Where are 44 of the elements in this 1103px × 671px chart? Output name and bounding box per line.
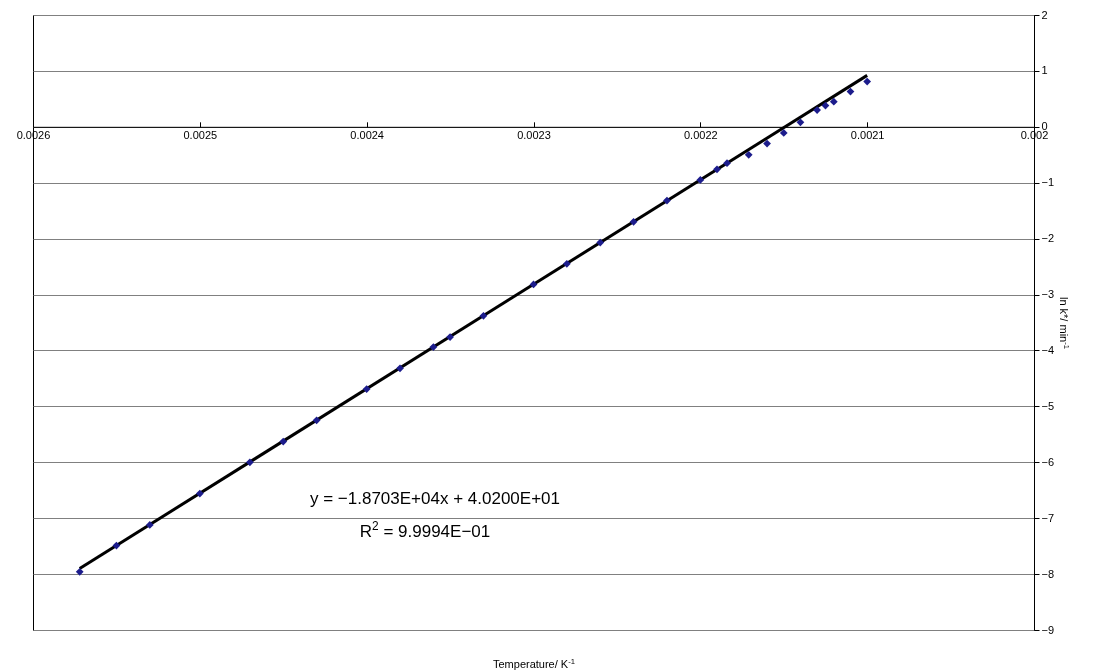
point <box>723 159 731 168</box>
y-tick-label: −7 <box>1041 511 1055 524</box>
point <box>763 139 771 148</box>
point <box>479 311 488 320</box>
point <box>744 150 753 159</box>
y-tick-label: −5 <box>1041 399 1055 412</box>
y-tick-label: −1 <box>1041 176 1055 189</box>
point <box>362 385 371 393</box>
point <box>145 521 154 529</box>
point <box>562 259 571 268</box>
point <box>629 217 638 226</box>
point <box>829 97 838 106</box>
y-tick-label: −6 <box>1041 455 1055 468</box>
point <box>663 196 671 205</box>
point <box>863 77 872 86</box>
point <box>279 437 288 446</box>
x-axis-title: Temperature/ K$^{-1}$ <box>492 656 576 670</box>
point <box>696 176 705 184</box>
y-tick-label: −2 <box>1041 232 1055 245</box>
x-tick-label: 0.0022 <box>684 129 718 142</box>
point <box>429 343 438 351</box>
y-tick-label: −3 <box>1041 288 1055 301</box>
y-tick-label: −8 <box>1041 567 1055 580</box>
x-tick-label: 0.0025 <box>183 129 218 142</box>
point <box>596 238 605 247</box>
point <box>713 165 721 174</box>
x-tick-label: 0.0023 <box>517 129 551 142</box>
point <box>246 458 254 467</box>
point <box>312 416 321 425</box>
x-tick-label: 0.0021 <box>850 129 885 142</box>
y-tick-label: 2 <box>1041 8 1048 21</box>
point <box>396 364 404 373</box>
point <box>195 489 204 498</box>
annotation: R$^{2}$ = 9.9994E−01 <box>359 519 491 541</box>
point <box>779 129 788 137</box>
point <box>112 541 121 550</box>
point <box>75 567 84 576</box>
y-tick-label: −9 <box>1041 623 1055 636</box>
point <box>813 106 821 114</box>
annotation: y = −1.8703E+04x + 4.0200E+01 <box>309 489 561 508</box>
y-tick-label: −4 <box>1041 343 1055 356</box>
point <box>796 118 805 127</box>
y-tick-label: 1 <box>1041 64 1048 77</box>
x-tick-label: 0.0024 <box>350 129 384 142</box>
